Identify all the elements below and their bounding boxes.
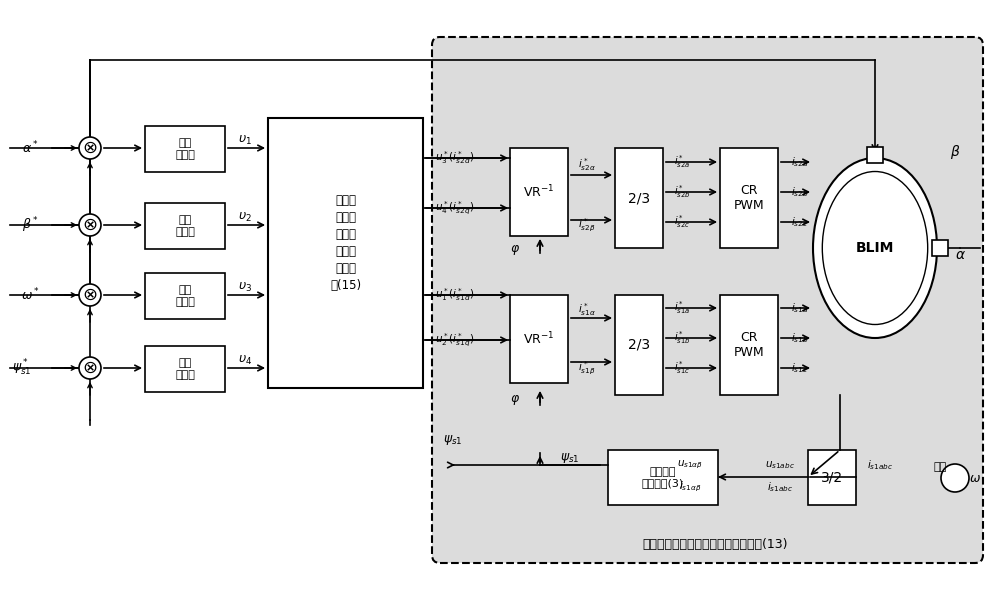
Text: 3/2: 3/2 <box>821 471 843 485</box>
Text: $\omega$: $\omega$ <box>969 471 981 485</box>
Text: $i_{s1a}^*$: $i_{s1a}^*$ <box>674 300 690 317</box>
Text: VR$^{-1}$: VR$^{-1}$ <box>523 330 555 347</box>
Text: $i_{s2b}^*$: $i_{s2b}^*$ <box>674 184 691 200</box>
Text: $u_2^*(i_{s1q}^*)$: $u_2^*(i_{s1q}^*)$ <box>435 331 474 349</box>
Text: $u_1^*(i_{s1d}^*)$: $u_1^*(i_{s1d}^*)$ <box>435 287 474 303</box>
Text: CR
PWM: CR PWM <box>734 331 764 359</box>
Text: CR
PWM: CR PWM <box>734 184 764 212</box>
Bar <box>510 295 568 383</box>
Text: $\varphi$: $\varphi$ <box>510 243 520 257</box>
Bar <box>608 450 718 505</box>
Text: 磁链
调节器: 磁链 调节器 <box>175 358 195 380</box>
Circle shape <box>79 137 101 159</box>
Text: 定子磁
链定向
无轴承
异步电
机逆系
统(15): 定子磁 链定向 无轴承 异步电 机逆系 统(15) <box>330 194 361 292</box>
Text: 位移
调节器: 位移 调节器 <box>175 215 195 237</box>
Text: 2/3: 2/3 <box>628 338 650 352</box>
Text: $\otimes$: $\otimes$ <box>82 139 98 157</box>
Text: $i_{s1a}$: $i_{s1a}$ <box>791 301 808 315</box>
Text: 2/3: 2/3 <box>628 191 650 205</box>
Text: $\psi_{s1}$: $\psi_{s1}$ <box>560 451 580 465</box>
Text: VR$^{-1}$: VR$^{-1}$ <box>523 184 555 200</box>
Text: 定子磁链
实时计算(3): 定子磁链 实时计算(3) <box>642 467 684 488</box>
Text: $i_{s1c}^*$: $i_{s1c}^*$ <box>674 359 690 376</box>
Text: $\upsilon_4$: $\upsilon_4$ <box>238 353 252 367</box>
Bar <box>867 147 883 163</box>
Text: $\upsilon_2$: $\upsilon_2$ <box>238 211 252 223</box>
Bar <box>145 126 225 172</box>
Bar <box>145 346 225 392</box>
Text: 位移
调节器: 位移 调节器 <box>175 138 195 160</box>
Text: $\otimes$: $\otimes$ <box>82 216 98 234</box>
Text: $u_{s1abc}$: $u_{s1abc}$ <box>765 459 795 471</box>
Circle shape <box>79 357 101 379</box>
Text: $i_{s1c}$: $i_{s1c}$ <box>791 361 808 375</box>
Bar <box>720 295 778 395</box>
Text: $i_{s2\beta}^*$: $i_{s2\beta}^*$ <box>578 216 596 234</box>
FancyBboxPatch shape <box>432 37 983 563</box>
Text: $i_{s2c}$: $i_{s2c}$ <box>791 215 808 229</box>
Text: BLIM: BLIM <box>856 241 894 255</box>
Bar <box>510 148 568 236</box>
Ellipse shape <box>813 158 937 338</box>
Text: $\beta$: $\beta$ <box>950 143 960 161</box>
Text: $\beta^*$: $\beta^*$ <box>22 215 38 235</box>
Text: $\psi_{s1}^*$: $\psi_{s1}^*$ <box>12 358 32 378</box>
Text: $i_{s2a}$: $i_{s2a}$ <box>791 155 808 169</box>
Circle shape <box>941 464 969 492</box>
Text: $i_{s1b}^*$: $i_{s1b}^*$ <box>674 330 691 346</box>
Text: $i_{s2b}$: $i_{s2b}$ <box>791 185 809 199</box>
Text: $\alpha$: $\alpha$ <box>955 248 965 262</box>
Text: $\otimes$: $\otimes$ <box>82 286 98 304</box>
Text: $i_{s2\alpha}^*$: $i_{s2\alpha}^*$ <box>578 157 596 173</box>
Text: 定子磁链定向无轴承异步电机原系统(13): 定子磁链定向无轴承异步电机原系统(13) <box>642 539 788 551</box>
Bar <box>932 240 948 256</box>
Bar <box>145 273 225 319</box>
Text: $i_{s2c}^*$: $i_{s2c}^*$ <box>674 214 690 231</box>
Text: $i_{s1\beta}^*$: $i_{s1\beta}^*$ <box>578 359 596 377</box>
Bar <box>615 295 663 395</box>
Text: $u_{s1\alpha\beta}$: $u_{s1\alpha\beta}$ <box>677 459 703 471</box>
Bar <box>615 148 663 248</box>
Ellipse shape <box>822 172 928 324</box>
Text: 转速
调节器: 转速 调节器 <box>175 285 195 307</box>
Text: $i_{s1\alpha}^*$: $i_{s1\alpha}^*$ <box>578 302 596 318</box>
Text: $\psi_{s1}$: $\psi_{s1}$ <box>443 433 463 447</box>
Text: $\upsilon_3$: $\upsilon_3$ <box>238 281 252 294</box>
Text: $i_{s2a}^*$: $i_{s2a}^*$ <box>674 154 690 170</box>
Text: $\upsilon_1$: $\upsilon_1$ <box>238 134 252 146</box>
Bar <box>145 203 225 249</box>
Text: $u_4^*(i_{s2q}^*)$: $u_4^*(i_{s2q}^*)$ <box>435 199 474 217</box>
Text: $i_{s1abc}$: $i_{s1abc}$ <box>867 458 893 472</box>
Text: $i_{s1b}$: $i_{s1b}$ <box>791 331 809 345</box>
Bar <box>720 148 778 248</box>
Circle shape <box>79 284 101 306</box>
Bar <box>808 450 856 505</box>
Text: $\otimes$: $\otimes$ <box>82 359 98 377</box>
Circle shape <box>79 214 101 236</box>
Text: $\varphi$: $\varphi$ <box>510 393 520 407</box>
Bar <box>268 118 423 388</box>
Text: $i_{s1\alpha\beta}$: $i_{s1\alpha\beta}$ <box>679 480 701 494</box>
Text: $\omega^*$: $\omega^*$ <box>21 287 39 303</box>
Text: $u_3^*(i_{s2d}^*)$: $u_3^*(i_{s2d}^*)$ <box>435 150 474 166</box>
Text: $\alpha^*$: $\alpha^*$ <box>22 140 38 157</box>
Text: $i_{s1abc}$: $i_{s1abc}$ <box>767 480 793 494</box>
Text: 测速: 测速 <box>933 462 947 472</box>
